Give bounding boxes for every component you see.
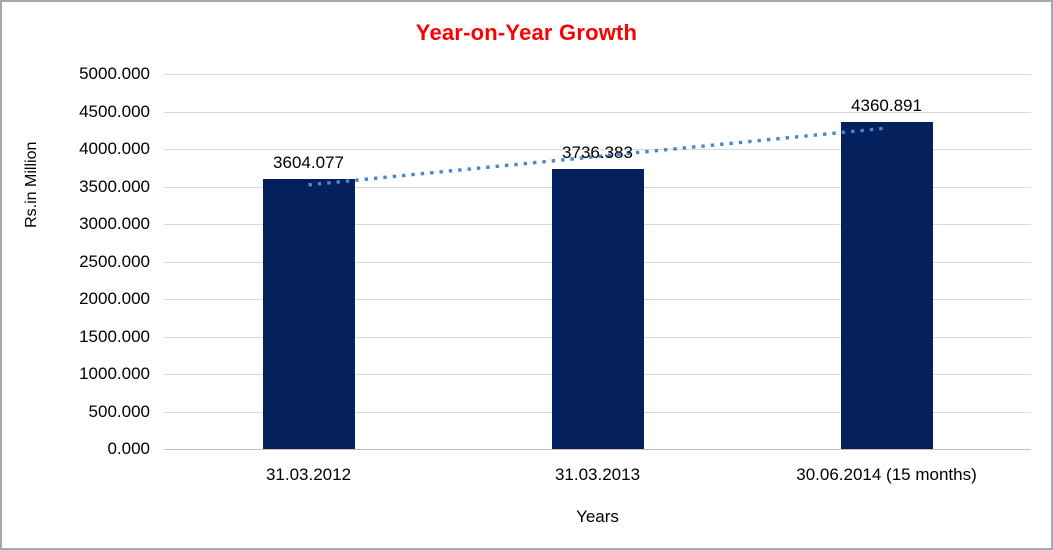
- gridline: [164, 74, 1031, 75]
- data-label: 3604.077: [273, 152, 344, 172]
- y-axis-tick-label: 5000.000: [79, 64, 150, 83]
- y-axis-tick-label: 500.000: [88, 401, 150, 421]
- y-axis-tick-label: 3500.000: [79, 176, 150, 196]
- y-axis-tick-label: 2500.000: [79, 251, 150, 271]
- gridline: [164, 449, 1031, 450]
- data-label: 4360.891: [851, 95, 922, 115]
- x-axis-tick-label: 30.06.2014 (15 months): [796, 465, 977, 484]
- y-axis-tick-label: 1000.000: [79, 364, 150, 383]
- gridline: [164, 111, 1031, 113]
- chart-title: Year-on-Year Growth: [415, 20, 638, 45]
- bar: [551, 168, 644, 449]
- y-axis-tick-label: 4500.000: [79, 101, 150, 121]
- y-axis-tick-label: 4000.000: [79, 139, 150, 158]
- trendline: [308, 126, 887, 187]
- bar: [840, 121, 933, 449]
- y-axis-tick-label: 3000.000: [79, 214, 150, 233]
- gridline: [164, 149, 1031, 150]
- y-axis-tick-label: 0.000: [107, 439, 150, 458]
- trendline-segment: [308, 126, 887, 187]
- y-axis-tick-label: 1500.000: [79, 326, 150, 346]
- x-axis-tick-label: 31.03.2012: [265, 465, 352, 484]
- x-axis-title: Years: [576, 507, 619, 526]
- data-label: 3736.383: [562, 142, 633, 162]
- x-axis-tick-label: 31.03.2013: [554, 465, 641, 484]
- y-axis-tick-label: 2000.000: [79, 289, 150, 308]
- bar: [262, 178, 355, 449]
- plot-area: 3604.077 3736.383 4360.891: [164, 74, 1031, 450]
